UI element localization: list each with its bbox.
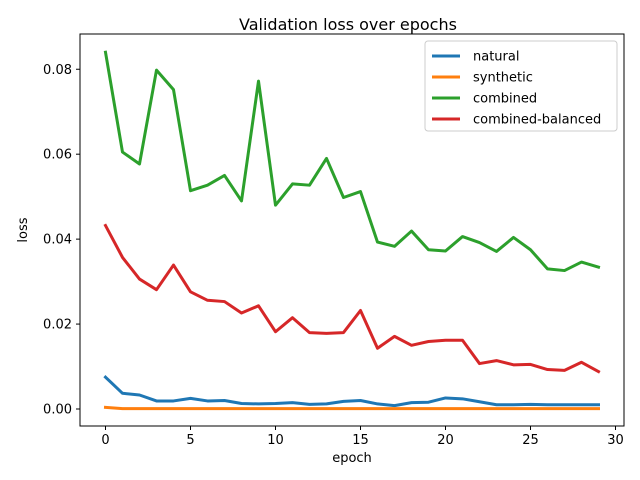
series-line-combined-balanced bbox=[103, 223, 601, 374]
y-tick-label: 0.06 bbox=[43, 148, 72, 163]
x-tick-label: 15 bbox=[352, 433, 369, 448]
ticks-layer: 0 5 10 15 20 25 30 0.00 0.02 0.04 0.06 0.08 bbox=[43, 63, 624, 448]
x-tick-label: 30 bbox=[607, 433, 624, 448]
x-tick-label: 20 bbox=[437, 433, 454, 448]
legend-label-combined-balanced: combined-balanced bbox=[473, 113, 601, 128]
x-tick-label: 0 bbox=[101, 433, 109, 448]
series-line-combined bbox=[103, 50, 601, 273]
legend-label-synthetic: synthetic bbox=[473, 71, 533, 86]
x-tick-label: 10 bbox=[267, 433, 284, 448]
y-tick-label: 0.02 bbox=[43, 318, 72, 333]
legend-label-combined: combined bbox=[473, 92, 537, 107]
y-tick-label: 0.00 bbox=[43, 403, 72, 418]
legend: natural synthetic combined combined-balance… bbox=[424, 40, 618, 132]
y-tick-label: 0.04 bbox=[43, 233, 72, 248]
x-tick-label: 25 bbox=[522, 433, 539, 448]
series-line-natural bbox=[103, 375, 600, 408]
x-tick-label: 5 bbox=[186, 433, 194, 448]
plot-frame bbox=[79, 33, 625, 427]
legend-label-natural: natural bbox=[473, 50, 519, 65]
chart-title: Validation loss over epochs bbox=[239, 15, 457, 34]
series-line-synthetic bbox=[103, 405, 600, 411]
legend-box bbox=[424, 40, 618, 132]
series-layer bbox=[103, 50, 601, 411]
y-tick-label: 0.08 bbox=[43, 63, 72, 78]
x-axis-label: epoch bbox=[332, 451, 372, 466]
y-axis-label: loss bbox=[16, 217, 31, 242]
